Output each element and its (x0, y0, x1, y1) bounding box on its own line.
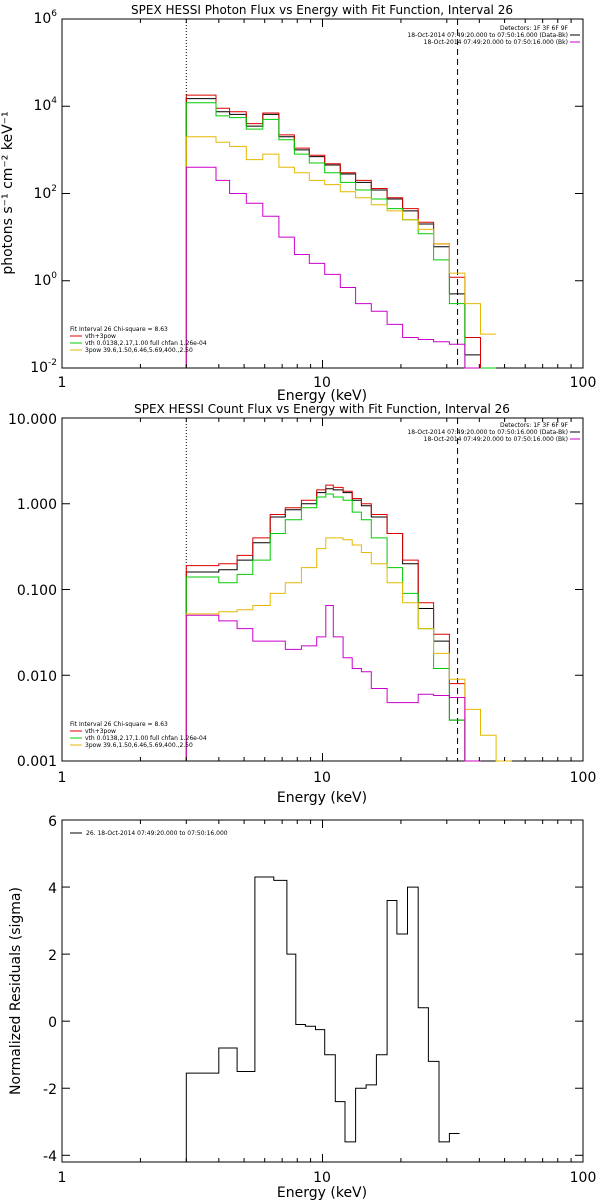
legend-entry: 26. 18-Oct-2014 07:49:20.000 to 07:50:16… (86, 830, 228, 837)
x-tick-label: 100 (570, 770, 597, 786)
legend-entry: Detectors: 1F 3F 6F 9F (500, 25, 569, 32)
y-tick-label: 10-2 (30, 358, 57, 376)
count-x-axis-label: Energy (keV) (277, 790, 367, 806)
legend-entry: 18-Oct-2014 07:49:20.000 to 07:50:16.000… (407, 429, 568, 436)
legend-entry: Fit Interval 26 Chi-square = 8.63 (70, 721, 168, 728)
photon-series (185, 94, 497, 369)
axis-tick-marks (61, 18, 583, 369)
x-tick-label: 10 (313, 1170, 331, 1186)
count-vlines (185, 418, 459, 761)
x-tick-label: 10 (313, 770, 331, 786)
y-tick-label: 104 (33, 96, 57, 114)
residuals-legend: 26. 18-Oct-2014 07:49:20.000 to 07:50:16… (70, 830, 228, 837)
legend-entry: Fit Interval 26 Chi-square = 8.63 (70, 326, 168, 333)
photon-y-ticks: 10-2 100 102 104 106 (30, 9, 57, 376)
legend-entry: vth+3pow (85, 728, 116, 735)
series-line-3 (185, 537, 512, 762)
y-tick-label: 0.001 (17, 754, 57, 770)
axis-tick-marks (61, 417, 583, 762)
y-tick-label: 1.000 (17, 497, 57, 513)
series-line-2 (185, 102, 497, 369)
series-line-4 (185, 166, 481, 369)
y-tick-label: 10.000 (8, 412, 57, 428)
y-tick-label: 0.010 (17, 669, 57, 685)
legend-entry: 3pow 39.6,1.50,6.46,5.69,400.,2.50 (85, 742, 193, 749)
legend-entry: vth+3pow (85, 333, 116, 340)
series-line-3 (185, 136, 497, 368)
y-tick-label: 106 (33, 9, 57, 27)
series-line-0 (185, 98, 497, 369)
y-tick-label: 2 (48, 948, 57, 964)
y-tick-label: 0 (48, 1015, 57, 1031)
count-y-ticks: 0.001 0.010 0.100 1.000 10.000 (8, 412, 57, 770)
photon-plot-frame (61, 18, 584, 369)
series-line-4 (185, 605, 481, 762)
residuals-series (185, 876, 460, 1162)
photon-panel-title: SPEX HESSI Photon Flux vs Energy with Fi… (131, 3, 513, 17)
count-plot-frame (61, 417, 584, 762)
series-line-1 (185, 484, 481, 762)
y-tick-label: 100 (33, 271, 57, 289)
y-tick-label: -4 (43, 1149, 57, 1165)
x-tick-label: 100 (570, 375, 597, 391)
count-panel-title: SPEX HESSI Count Flux vs Energy with Fit… (134, 402, 510, 416)
count-legend-bottom: Fit Interval 26 Chi-square = 8.63 vth+3p… (70, 721, 207, 749)
photon-legend-bottom: Fit Interval 26 Chi-square = 8.63 vth+3p… (70, 326, 207, 354)
photon-flux-panel: SPEX HESSI Photon Flux vs Energy with Fi… (0, 3, 596, 404)
y-tick-label: 0.100 (17, 583, 57, 599)
series-line-1 (185, 94, 497, 369)
residuals-plot-frame (61, 819, 584, 1163)
x-tick-label: 1 (58, 1170, 67, 1186)
residuals-x-axis-label: Energy (keV) (277, 1185, 367, 1200)
x-tick-label: 100 (570, 1170, 597, 1186)
legend-entry: vth 0.0138,2.17,1.00 full chfan 1.26e-04 (85, 340, 207, 347)
count-x-ticks: 1 10 100 (58, 770, 597, 786)
legend-entry: Detectors: 1F 3F 6F 9F (500, 422, 569, 429)
y-tick-label: 6 (48, 814, 57, 830)
series-line-0 (185, 876, 460, 1162)
residuals-panel: 1 10 100 -4 -2 0 2 4 6 Energy (keV) Norm… (8, 814, 596, 1200)
count-legend-top: Detectors: 1F 3F 6F 9F 18-Oct-2014 07:49… (407, 422, 580, 443)
legend-entry: 18-Oct-2014 07:49:20.000 to 07:50:16.000… (407, 32, 568, 39)
y-tick-label: -2 (43, 1082, 57, 1098)
count-flux-panel: SPEX HESSI Count Flux vs Energy with Fit… (8, 402, 596, 806)
legend-entry: 3pow 39.6,1.50,6.46,5.69,400.,2.50 (85, 347, 193, 354)
legend-entry: 18-Oct-2014 07:49:20.000 to 07:50:16.000… (424, 436, 568, 443)
photon-x-axis-label: Energy (keV) (277, 388, 367, 404)
residuals-x-ticks: 1 10 100 (58, 1170, 597, 1186)
x-tick-label: 1 (58, 375, 67, 391)
x-tick-label: 1 (58, 770, 67, 786)
legend-entry: 18-Oct-2014 07:49:20.000 to 07:50:16.000… (424, 39, 568, 46)
photon-y-axis-label: photons s⁻¹ cm⁻² keV⁻¹ (0, 111, 16, 274)
series-line-0 (185, 488, 481, 762)
y-tick-label: 102 (33, 184, 57, 202)
axis-tick-marks (61, 819, 583, 1162)
residuals-y-ticks: -4 -2 0 2 4 6 (43, 814, 57, 1165)
y-tick-label: 4 (48, 881, 57, 897)
photon-legend-top: Detectors: 1F 3F 6F 9F 18-Oct-2014 07:49… (407, 25, 580, 46)
x-tick-label: 10 (313, 375, 331, 391)
photon-vlines (185, 19, 459, 368)
count-series (185, 484, 512, 762)
legend-entry: vth 0.0138,2.17,1.00 full chfan 1.26e-04 (85, 735, 207, 742)
photon-x-ticks: 1 10 100 (58, 375, 597, 391)
residuals-y-axis-label: Normalized Residuals (sigma) (8, 887, 24, 1095)
